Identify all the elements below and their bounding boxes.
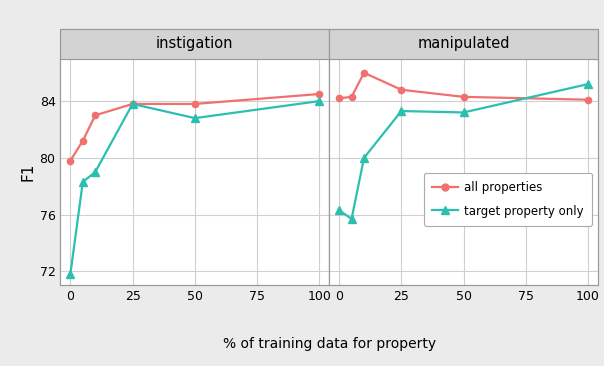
Text: instigation: instigation [156,36,234,51]
FancyBboxPatch shape [329,29,598,59]
FancyBboxPatch shape [60,29,329,59]
Legend: all properties, target property only: all properties, target property only [424,173,592,226]
Text: % of training data for property: % of training data for property [223,337,435,351]
Text: manipulated: manipulated [417,36,510,51]
Y-axis label: F1: F1 [21,163,36,181]
